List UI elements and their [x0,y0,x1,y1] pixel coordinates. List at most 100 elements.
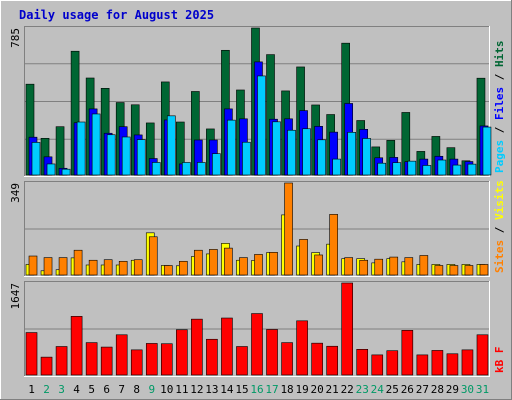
y-max-label: 349 [9,183,22,203]
bar-kb-f-day-14 [221,317,233,376]
bar-sites-day-22 [344,257,353,276]
y-max-label: 785 [9,28,22,48]
bar-kb-f-day-31 [476,334,489,376]
bar-pages-day-22 [347,132,356,176]
bar-kb-f-day-20 [311,342,323,376]
x-tick-label: 30 [461,383,474,396]
x-axis-labels: 1 2 3 4 5 6 7 8 9 10 11 12 13 14 15 16 17 18 19 20 21 22 23 24 2… [28,383,489,396]
bar-sites-day-7 [118,260,128,276]
x-tick-label: 3 [58,383,65,396]
x-tick-label: 4 [73,383,80,396]
bar-kb-f-day-7 [115,334,128,376]
x-tick-label: 14 [220,383,234,396]
panel-kbytes: 1647 kB F [9,281,506,377]
bar-kb-f-day-17 [266,329,278,376]
bar-sites-day-8 [133,259,143,276]
x-tick-label: 1 [28,383,35,396]
x-tick-label: 12 [190,383,203,396]
x-tick-label: 20 [311,383,324,396]
legend-entry: / [493,120,506,140]
bar-pages-day-27 [422,165,432,176]
bar-pages-day-14 [227,119,236,176]
bar-sites-day-29 [449,265,459,276]
x-tick-label: 23 [356,383,369,396]
panel-hits-files-pages: 785 Pages / Files / Hits [9,26,506,177]
bar-kb-f-day-18 [281,342,293,376]
bar-kb-f-day-12 [191,318,203,376]
bar-kb-f-day-1 [25,332,38,376]
bar-pages-day-29 [452,164,462,176]
bar-sites-day-19 [299,239,308,276]
bar-kb-f-day-16 [251,313,263,376]
bar-pages-day-24 [377,162,387,176]
bar-pages-day-10 [166,115,176,176]
bar-kb-f-day-21 [326,345,338,376]
x-tick-label: 16 [250,383,263,396]
bar-kb-f-day-22 [341,282,353,376]
bar-sites-day-20 [314,254,323,276]
bar-kb-f-day-23 [356,349,369,376]
x-tick-label: 10 [160,383,173,396]
bar-pages-day-12 [197,162,206,176]
y-max-label: 1647 [9,283,22,310]
bar-pages-day-11 [182,162,191,176]
bar-pages-day-15 [242,141,251,176]
x-tick-label: 11 [175,383,188,396]
bar-sites-day-12 [194,249,203,276]
x-tick-label: 15 [235,383,248,396]
x-tick-label: 24 [371,383,385,396]
bar-kb-f-day-3 [55,346,68,376]
series-legend: Pages / Files / Hits [493,41,506,174]
bar-kb-f-day-10 [161,343,173,376]
series-legend: kB F [493,347,506,374]
x-tick-label: 2 [43,383,50,396]
bar-kb-f-day-5 [85,342,98,376]
x-tick-label: 5 [88,383,95,396]
legend-entry: Sites [493,240,506,273]
bar-sites-day-13 [209,249,218,276]
bar-sites-day-25 [389,256,399,276]
bar-sites-day-3 [58,257,68,276]
panel-sites-visits: 349 Sites / Visits [9,180,506,277]
x-tick-label: 25 [386,383,399,396]
bar-sites-day-31 [479,264,489,276]
bar-pages-day-16 [257,75,266,176]
bar-pages-day-19 [302,128,311,176]
bar-kb-f-day-25 [386,350,399,376]
bar-kb-f-day-29 [446,353,459,376]
x-tick-label: 27 [416,383,429,396]
bar-pages-day-31 [482,126,492,176]
bar-kb-f-day-4 [70,316,83,376]
bar-sites-day-4 [73,249,83,276]
bar-sites-day-27 [419,255,429,276]
bar-pages-day-6 [106,134,116,176]
bar-pages-day-20 [317,139,326,176]
bar-sites-day-15 [239,257,248,276]
bar-pages-day-23 [362,138,372,176]
bar-pages-day-13 [212,153,221,176]
chart-panels: 785 Pages / Files / Hits 349 Sites / Visits… [9,26,506,377]
bar-sites-day-14 [224,247,233,276]
x-tick-label: 13 [205,383,218,396]
bar-pages-day-5 [91,113,101,176]
bar-kb-f-day-13 [206,338,218,376]
legend-entry: Hits [493,41,506,68]
x-tick-label: 7 [118,383,125,396]
bar-kb-f-day-15 [236,346,248,376]
legend-entry: kB F [493,347,506,374]
bar-kb-f-day-26 [401,330,414,376]
bar-kb-f-day-30 [461,349,474,376]
bar-sites-day-21 [329,214,338,276]
legend-entry: Files [493,87,506,120]
bar-pages-day-1 [31,142,41,176]
bar-pages-day-7 [121,136,131,176]
bar-sites-day-11 [179,260,188,276]
bar-pages-day-3 [61,168,71,176]
bar-kb-f-day-28 [431,350,444,376]
legend-entry: / [493,220,506,240]
x-tick-label: 26 [401,383,414,396]
bar-pages-day-8 [136,139,146,176]
bar-sites-day-2 [43,257,53,276]
legend-entry: Pages [493,140,506,173]
bar-pages-day-2 [46,163,56,176]
